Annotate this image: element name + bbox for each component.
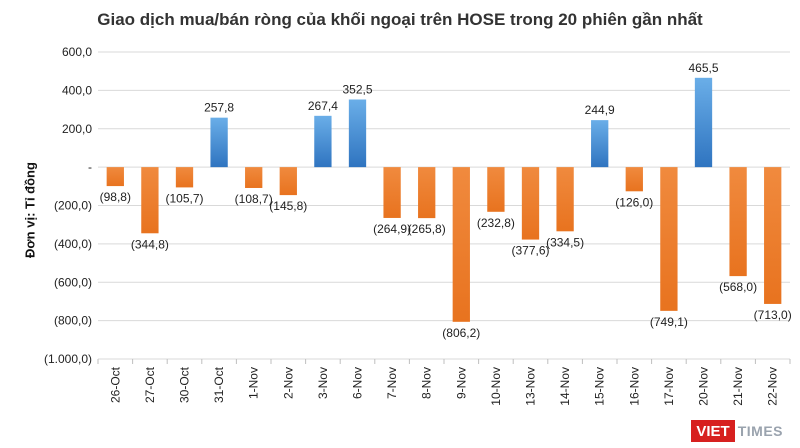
x-tick-label: 22-Nov xyxy=(766,367,780,406)
bar xyxy=(591,120,609,168)
bar xyxy=(418,167,436,219)
data-label: (265,8) xyxy=(408,222,446,236)
x-tick-label: 8-Nov xyxy=(420,367,434,399)
bar xyxy=(348,99,367,168)
x-tick-label: 2-Nov xyxy=(281,367,295,399)
data-label: 352,5 xyxy=(342,82,372,96)
x-tick-label: 1-Nov xyxy=(247,367,261,399)
bar xyxy=(487,167,505,212)
y-tick-label: 400,0 xyxy=(62,83,92,97)
x-tick-label: 27-Oct xyxy=(143,366,157,403)
bar xyxy=(106,167,124,187)
x-tick-label: 13-Nov xyxy=(524,367,538,406)
y-tick-label: (400,0) xyxy=(54,237,92,251)
bar xyxy=(314,115,332,168)
x-tick-label: 6-Nov xyxy=(351,367,365,399)
x-tick-label: 20-Nov xyxy=(697,367,711,406)
data-label: (105,7) xyxy=(165,191,203,205)
x-tick-label: 10-Nov xyxy=(489,367,503,406)
data-label: (749,1) xyxy=(650,315,688,329)
x-tick-label: 7-Nov xyxy=(385,367,399,399)
label-layer: 600,0 400,0 200,0 - (200,0) (400,0) (600,0) (80… xyxy=(44,45,792,406)
y-tick-label: (1.000,0) xyxy=(44,352,92,366)
bar xyxy=(729,167,747,277)
data-label: (126,0) xyxy=(615,195,653,209)
bar xyxy=(245,167,263,188)
x-tick-label: 17-Nov xyxy=(662,367,676,406)
bar xyxy=(383,167,401,218)
bar xyxy=(556,167,574,232)
data-label: (568,0) xyxy=(719,280,757,294)
x-tick-label: 16-Nov xyxy=(627,367,641,406)
data-label: (713,0) xyxy=(754,308,792,322)
x-tick-label: 26-Oct xyxy=(108,366,122,403)
data-label: 465,5 xyxy=(688,61,718,75)
y-tick-label: - xyxy=(88,160,92,174)
x-tick-label: 3-Nov xyxy=(316,367,330,399)
bar-layer xyxy=(106,77,782,322)
x-tick-label: 31-Oct xyxy=(212,366,226,403)
bar xyxy=(210,117,228,168)
chart-title: Giao dịch mua/bán ròng của khối ngoại tr… xyxy=(97,10,703,29)
x-tick-label: 14-Nov xyxy=(558,367,572,406)
bar xyxy=(452,167,470,322)
x-tick-label: 30-Oct xyxy=(178,366,192,403)
x-tick-label: 9-Nov xyxy=(454,367,468,399)
logo-right: TIMES xyxy=(737,423,783,439)
bar xyxy=(175,167,194,188)
data-label: 257,8 xyxy=(204,101,234,115)
data-label: 267,4 xyxy=(308,99,338,113)
bar xyxy=(764,167,782,304)
data-label: (145,8) xyxy=(269,199,307,213)
vietimes-logo: VIET TIMES xyxy=(691,420,786,442)
bar xyxy=(660,167,678,311)
y-tick-label: (600,0) xyxy=(54,275,92,289)
logo-left: VIET xyxy=(691,420,735,442)
data-label: (334,5) xyxy=(546,235,584,249)
y-tick-label: 600,0 xyxy=(62,45,92,59)
x-tick-label: 15-Nov xyxy=(593,367,607,406)
x-tick-label: 21-Nov xyxy=(731,367,745,406)
data-label: (344,8) xyxy=(131,237,169,251)
y-tick-label: 200,0 xyxy=(62,122,92,136)
data-label: (108,7) xyxy=(235,192,273,206)
bar xyxy=(279,167,297,196)
data-label: (806,2) xyxy=(442,326,480,340)
bar xyxy=(141,167,159,234)
data-label: (264,9) xyxy=(373,222,411,236)
y-tick-label: (800,0) xyxy=(54,314,92,328)
data-label: (232,8) xyxy=(477,216,515,230)
bar xyxy=(625,167,643,192)
bar xyxy=(694,77,713,168)
data-label: 244,9 xyxy=(585,103,615,117)
bar xyxy=(521,167,540,240)
data-label: (98,8) xyxy=(100,190,131,204)
y-tick-label: (200,0) xyxy=(54,199,92,213)
data-label: (377,6) xyxy=(511,244,549,258)
